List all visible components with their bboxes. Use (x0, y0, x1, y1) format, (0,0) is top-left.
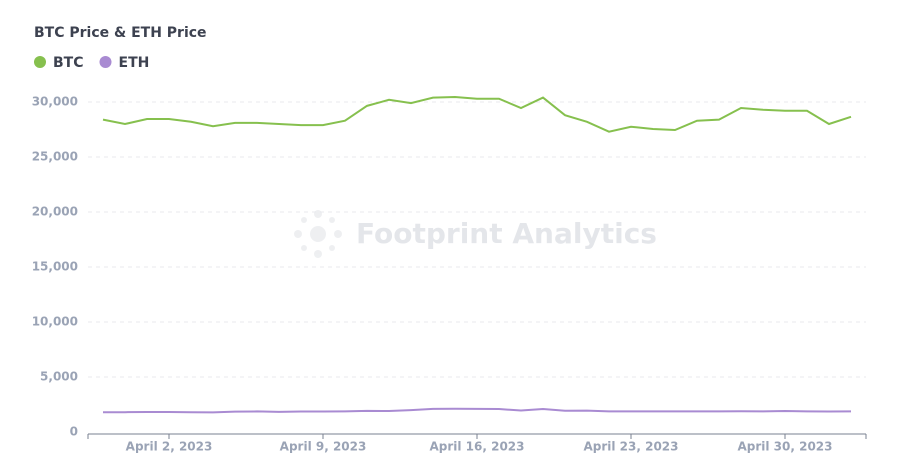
y-tick-label: 15,000 (32, 260, 78, 274)
x-tick-label: April 2, 2023 (126, 440, 213, 454)
line-series (102, 407, 852, 414)
watermark: Footprint Analytics (356, 217, 657, 250)
y-tick-label: 0 (70, 425, 78, 439)
chart-title: BTC Price & ETH Price (34, 25, 207, 41)
watermark-logo (294, 210, 342, 258)
y-tick-label: 30,000 (32, 95, 78, 109)
legend-label: BTC (53, 55, 84, 71)
y-tick-label: 5,000 (40, 370, 78, 384)
line-series (102, 96, 852, 133)
y-tick-label: 10,000 (32, 315, 78, 329)
legend-swatch (34, 56, 46, 68)
x-tick-label: April 30, 2023 (737, 440, 832, 454)
x-tick-label: April 23, 2023 (583, 440, 678, 454)
x-tick-label: April 9, 2023 (280, 440, 367, 454)
y-tick-label: 20,000 (32, 205, 78, 219)
legend-label: ETH (119, 55, 150, 71)
y-tick-label: 25,000 (32, 150, 78, 164)
x-tick-label: April 16, 2023 (429, 440, 524, 454)
legend-swatch (99, 56, 112, 68)
